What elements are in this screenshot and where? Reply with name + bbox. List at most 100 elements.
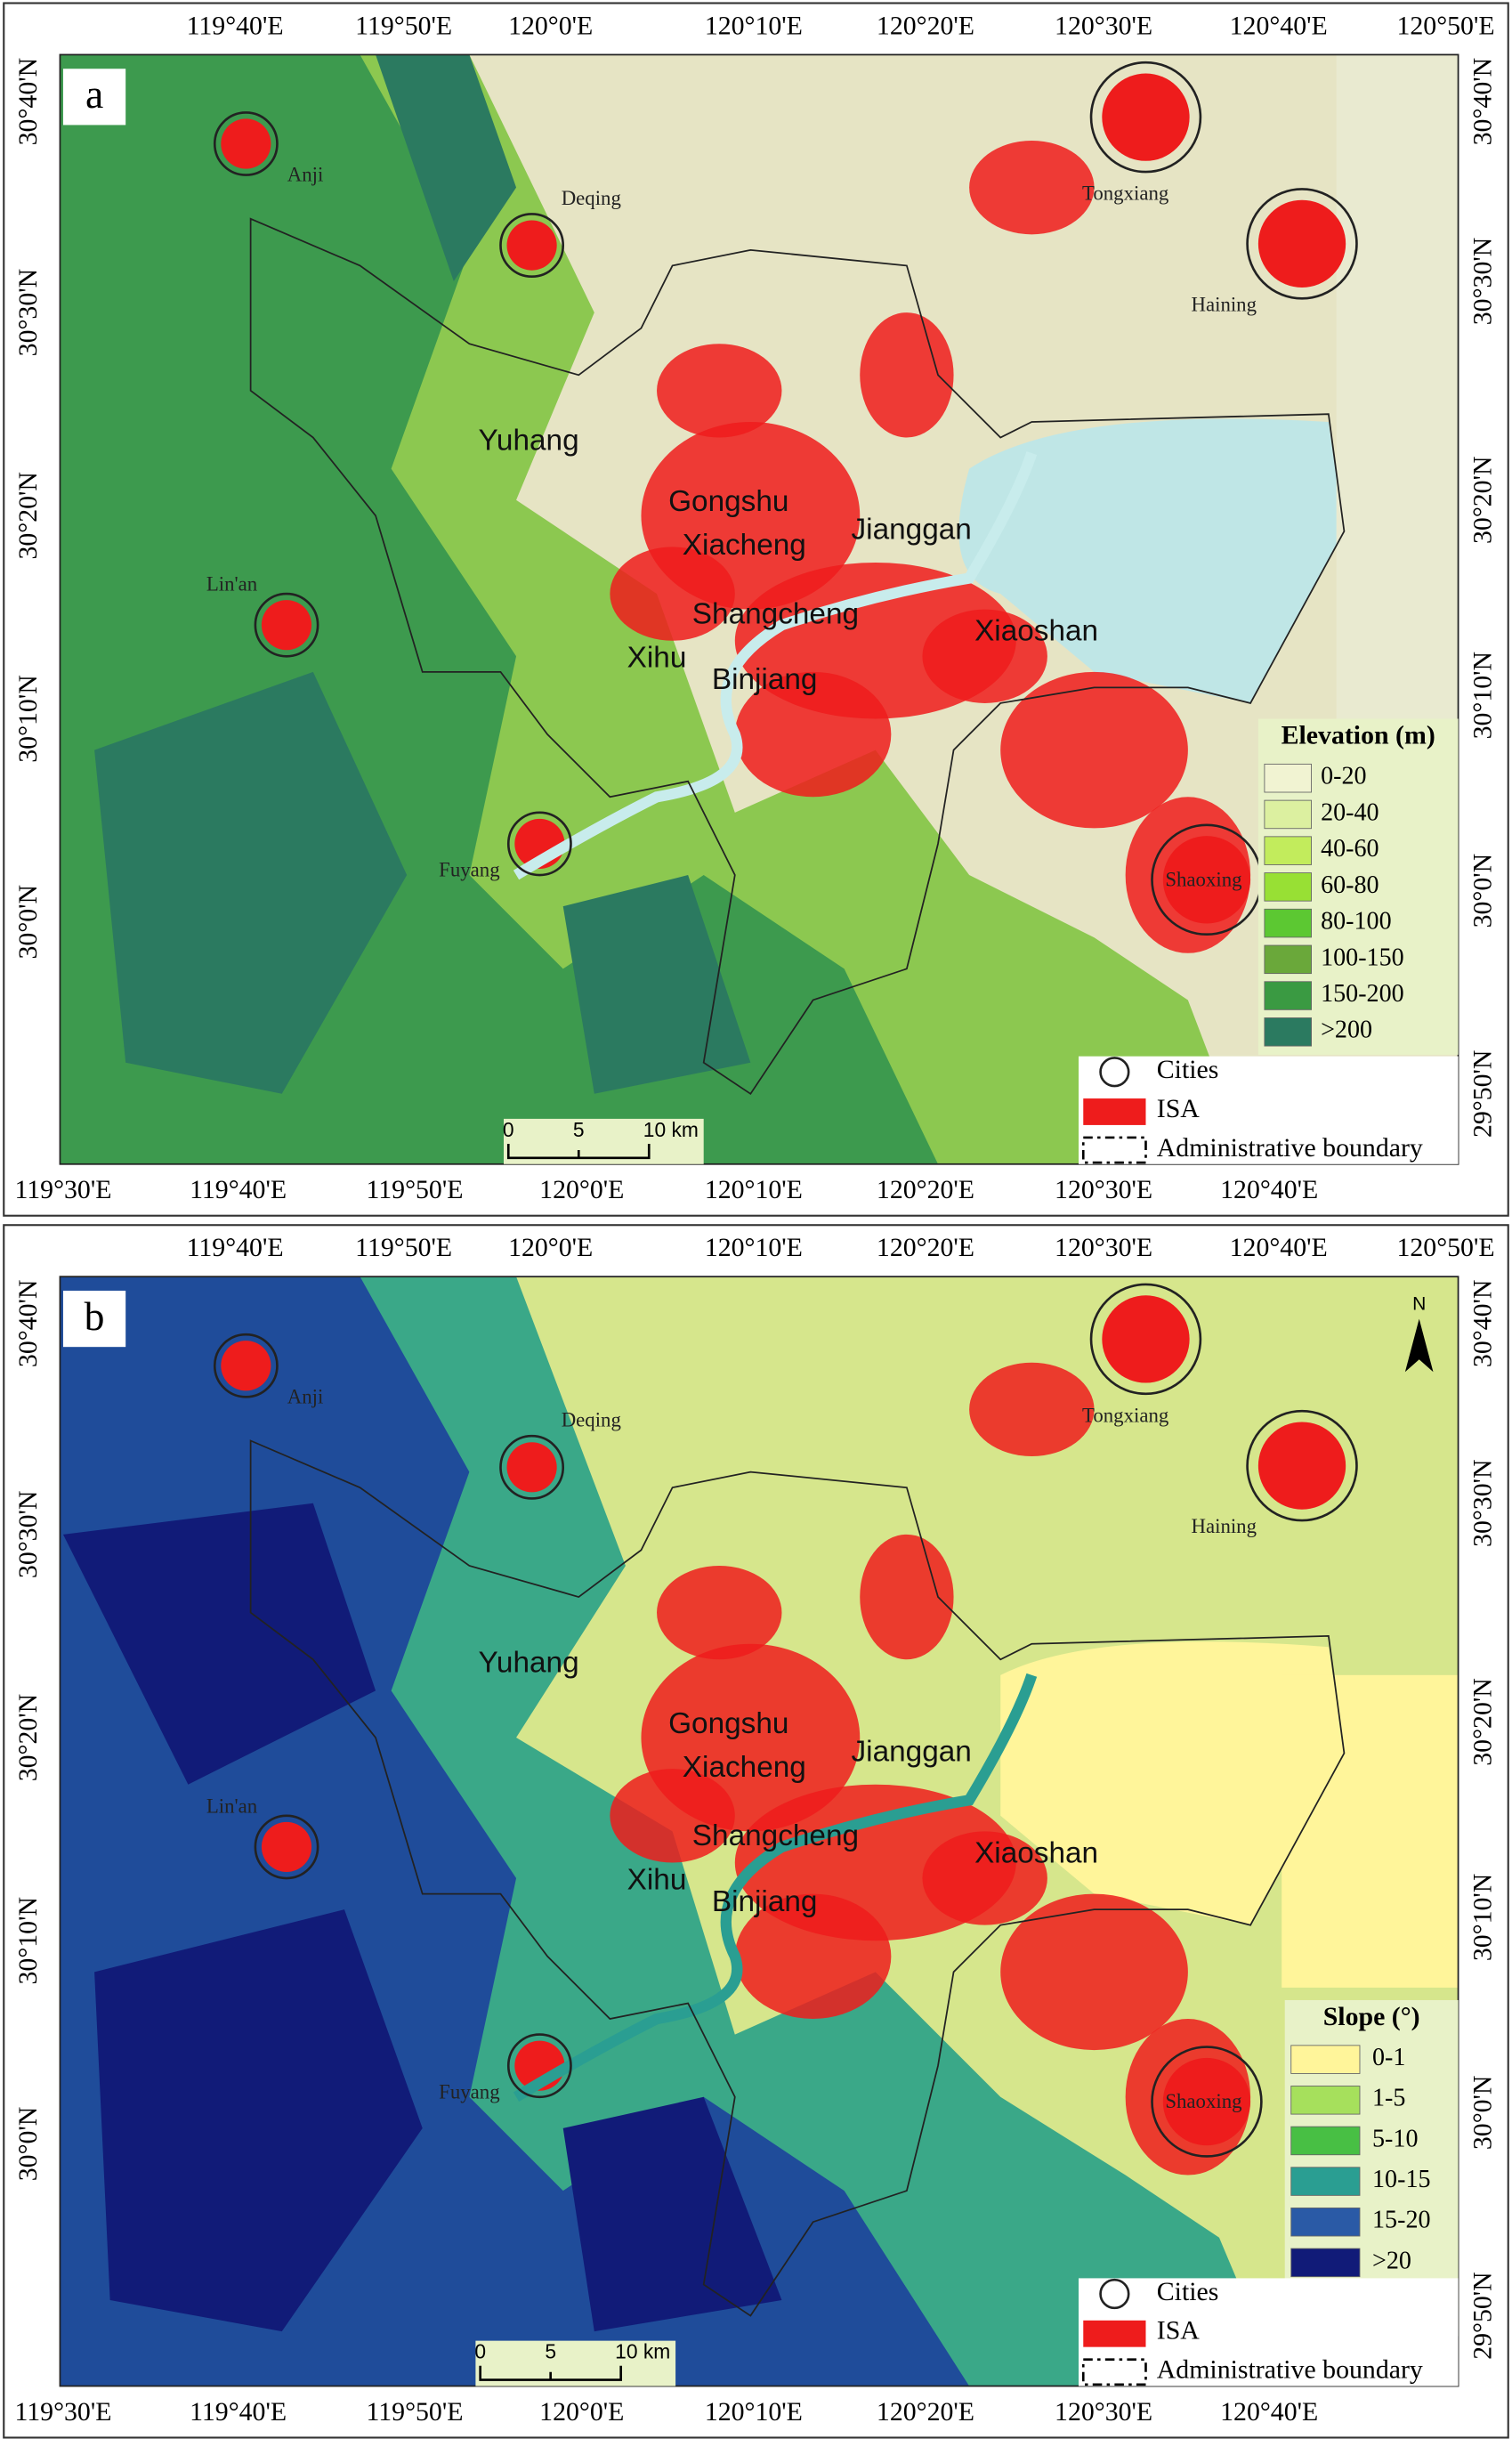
right-tick-label: 30°30'N — [1468, 1459, 1497, 1547]
map-border — [59, 1276, 1459, 2387]
left-tick-label: 30°10'N — [13, 675, 43, 763]
scale-label: 5 — [545, 2340, 556, 2363]
urban-area — [610, 547, 735, 641]
district-label: Yuhang — [479, 1646, 579, 1679]
panel: a 119°40'E 119°50'E 120°0'E 120°10'E 120°20'E… — [3, 2, 1509, 1217]
city-label: Lin'an — [206, 1795, 258, 1817]
legend-swatch — [1264, 763, 1312, 793]
legend-item-label: 5-10 — [1372, 2125, 1418, 2152]
legend-swatch — [1290, 2167, 1361, 2196]
city-urban — [221, 118, 271, 169]
city-circle — [254, 1814, 319, 1880]
top-tick-label: 120°0'E — [508, 1233, 593, 1262]
city-urban — [1257, 199, 1346, 288]
city-urban — [1102, 73, 1190, 161]
right-tick-label: 30°20'N — [1468, 456, 1497, 544]
urban-area — [610, 1769, 735, 1863]
bottom-tick-label: 119°40'E — [190, 2397, 287, 2427]
city-urban — [1162, 836, 1251, 924]
top-tick-label: 120°50'E — [1396, 1233, 1494, 1262]
bottom-tick-label: 120°30'E — [1055, 2397, 1152, 2427]
left-tick-label: 30°0'N — [13, 885, 43, 960]
top-tick-label: 120°30'E — [1055, 11, 1152, 40]
urban-area — [860, 312, 954, 438]
city-label: Lin'an — [206, 573, 258, 596]
right-tick-label: 29°50'N — [1468, 2272, 1497, 2360]
legend-item-label: 1-5 — [1372, 2085, 1405, 2112]
city-label: Shaoxing — [1165, 2090, 1241, 2112]
district-label: Gongshu — [668, 485, 788, 518]
city-circle — [499, 1434, 565, 1500]
legend-swatch — [1290, 2207, 1361, 2237]
left-tick-label: 30°30'N — [13, 1491, 43, 1579]
district-label: Shangcheng — [692, 597, 859, 630]
district-label: Binjiang — [712, 1885, 818, 1918]
bottom-tick-label: 119°50'E — [366, 2397, 463, 2427]
city-urban — [221, 1341, 271, 1391]
right-tick-label: 30°40'N — [1468, 58, 1497, 146]
city-urban — [506, 1442, 557, 1493]
district-label: Binjiang — [712, 663, 818, 696]
urban-area — [969, 1362, 1095, 1457]
district-label: Yuhang — [479, 425, 579, 458]
key-isa-symbol — [1083, 2320, 1146, 2347]
legend-item-label: 0-20 — [1321, 763, 1366, 790]
legend-swatch — [1290, 2126, 1361, 2156]
city-label: Haining — [1192, 1515, 1257, 1537]
district-label: Xiacheng — [683, 529, 806, 562]
bottom-tick-label: 120°0'E — [539, 1175, 624, 1204]
top-tick-label: 120°10'E — [705, 1233, 803, 1262]
key-boundary-symbol — [1081, 1136, 1147, 1164]
city-label: Anji — [287, 1385, 324, 1407]
scale-bar — [506, 1143, 651, 1160]
key-label: Cities — [1157, 2277, 1219, 2306]
north-label: N — [1412, 1293, 1426, 1314]
top-tick-label: 120°30'E — [1055, 1233, 1152, 1262]
city-urban — [261, 600, 312, 651]
legend-swatch — [1264, 836, 1312, 865]
top-tick-label: 120°50'E — [1396, 11, 1494, 40]
city-label: Deqing — [562, 187, 621, 209]
legend-item-label: 100-150 — [1321, 944, 1404, 971]
top-tick-label: 119°50'E — [355, 1233, 452, 1262]
panel-label-bg — [62, 69, 126, 126]
district-label: Xihu — [627, 1863, 687, 1896]
left-tick-label: 30°20'N — [13, 1694, 43, 1782]
legend-item-label: 0-1 — [1372, 2044, 1405, 2071]
city-label: Anji — [287, 164, 324, 186]
city-label: Tongxiang — [1082, 1404, 1168, 1426]
district-label: Xihu — [627, 642, 687, 675]
panel-label: a — [85, 71, 103, 117]
left-tick-label: 30°30'N — [13, 269, 43, 357]
left-tick-label: 30°10'N — [13, 1897, 43, 1985]
urban-area — [734, 1893, 892, 2020]
legend-item-label: 150-200 — [1321, 980, 1404, 1008]
top-tick-label: 119°40'E — [187, 11, 284, 40]
city-circle — [213, 1333, 279, 1398]
right-tick-label: 30°10'N — [1468, 652, 1497, 740]
legend-swatch — [1264, 1017, 1312, 1047]
district-label: Gongshu — [668, 1707, 788, 1740]
urban-area — [969, 140, 1095, 235]
district-label: Jianggan — [851, 514, 971, 547]
right-tick-label: 30°20'N — [1468, 1678, 1497, 1766]
bottom-tick-label: 119°50'E — [366, 1175, 463, 1204]
city-urban — [1162, 2057, 1251, 2146]
sea — [1336, 54, 1459, 727]
legend-swatch — [1290, 2086, 1361, 2115]
top-tick-label: 119°40'E — [187, 1233, 284, 1262]
city-circle — [506, 2033, 572, 2099]
legend-swatch — [1290, 2248, 1361, 2278]
right-tick-label: 30°10'N — [1468, 1874, 1497, 1962]
legend-title: Slope (°) — [1323, 2002, 1420, 2031]
key-label: Administrative boundary — [1157, 1133, 1423, 1163]
legend-swatch — [1264, 872, 1312, 902]
left-tick-label: 30°40'N — [13, 1280, 43, 1368]
city-circle — [1246, 1409, 1358, 1522]
river — [513, 1673, 1038, 2103]
right-tick-label: 30°30'N — [1468, 238, 1497, 325]
left-tick-label: 30°20'N — [13, 472, 43, 560]
legend-swatch — [1264, 799, 1312, 830]
right-tick-label: 30°40'N — [1468, 1280, 1497, 1368]
